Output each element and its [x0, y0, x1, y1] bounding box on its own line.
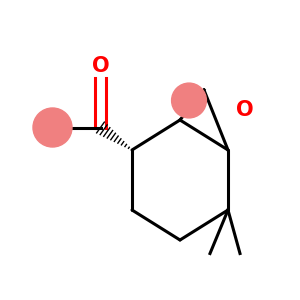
Circle shape [33, 108, 72, 147]
Text: O: O [236, 100, 253, 119]
Circle shape [172, 83, 206, 118]
Text: O: O [92, 56, 109, 76]
